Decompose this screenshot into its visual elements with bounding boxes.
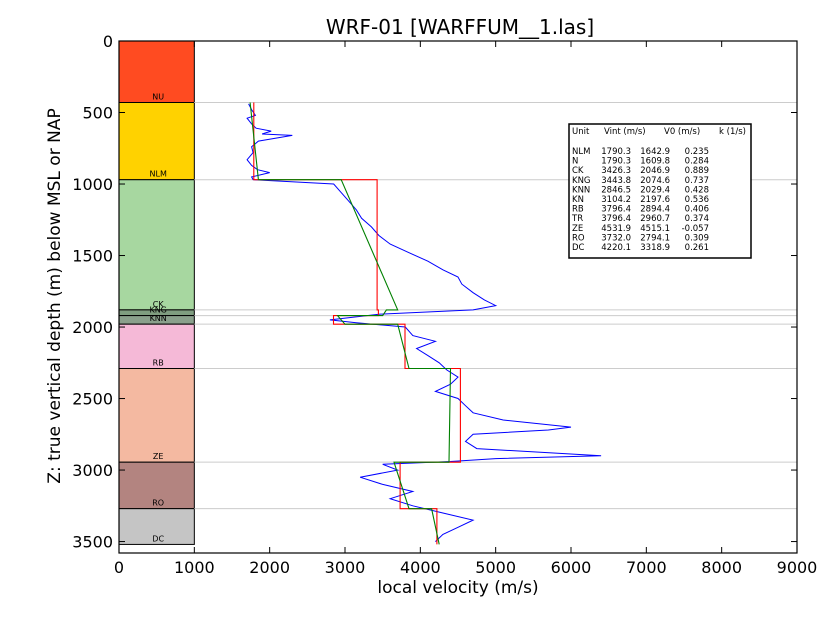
legend-cell: KN	[572, 195, 584, 205]
x-tick-label: 4000	[400, 558, 441, 577]
legend-header-cell: Unit	[572, 127, 590, 137]
x-tick-label: 9000	[777, 558, 818, 577]
x-tick-label: 5000	[475, 558, 516, 577]
legend-cell: 0.737	[685, 176, 709, 186]
legend-cell: 2046.9	[640, 166, 670, 176]
x-tick-label: 6000	[551, 558, 592, 577]
unit-label-ck: CK	[153, 300, 165, 309]
legend-cell: 2029.4	[640, 185, 670, 195]
unit-label-dc: DC	[152, 534, 164, 543]
legend-cell: 2074.6	[640, 176, 670, 186]
legend-cell: CK	[572, 166, 584, 176]
legend-cell: 0.374	[685, 214, 709, 224]
legend-cell: 3104.2	[601, 195, 631, 205]
unit-label-nu: NU	[152, 92, 164, 101]
series-line-3	[249, 102, 452, 545]
plot-frame	[118, 40, 798, 554]
x-tick-label: 2000	[249, 558, 290, 577]
x-tick-label: 8000	[701, 558, 742, 577]
legend-header-cell: k (1/s)	[719, 127, 746, 137]
legend-header-cell: V0 (m/s)	[664, 127, 700, 137]
y-tick-label: 3000	[72, 461, 113, 480]
unit-label-ze: ZE	[153, 452, 164, 461]
legend-cell: 3426.3	[601, 166, 631, 176]
legend-cell: 2846.5	[601, 185, 631, 195]
legend: Unit Vint (m/s) V0 (m/s) k (1/s) NLM 1790.3 16…	[568, 123, 752, 259]
unit-label-ro: RO	[152, 499, 164, 508]
legend-cell: KNG	[572, 176, 591, 186]
x-tick-label: 0	[114, 558, 124, 577]
x-tick-label: 1000	[174, 558, 215, 577]
legend-cell: 4515.1	[640, 224, 670, 234]
chart-title: WRF-01 [WARFFUM__1.las]	[326, 15, 594, 39]
legend-cell: 0.428	[685, 185, 709, 195]
legend-cell: DC	[572, 243, 585, 253]
legend-box	[568, 123, 752, 259]
legend-cell: -0.057	[682, 224, 709, 234]
unit-block-ro	[118, 461, 195, 510]
legend-cell: 3732.0	[601, 233, 631, 243]
legend-cell: KNN	[572, 185, 590, 195]
axis-ticks: 0 1000 2000 3000 4000 5000 6000 7000 8000 9000 0 50…	[72, 32, 817, 577]
unit-block-ze	[118, 368, 195, 463]
series-line-1	[246, 103, 602, 542]
legend-cell: RO	[572, 233, 585, 243]
legend-cell: 0.406	[685, 205, 709, 215]
legend-cell: 0.889	[685, 166, 709, 176]
legend-cell: 0.284	[685, 157, 709, 167]
legend-cell: 3796.4	[601, 214, 631, 224]
y-tick-label: 1000	[72, 175, 113, 194]
unit-label-kng: KNG	[149, 306, 166, 315]
unit-label-nlm: NLM	[150, 170, 167, 179]
legend-cell: TR	[571, 214, 583, 224]
x-axis-label: local velocity (m/s)	[377, 578, 538, 598]
legend-cell: 4220.1	[601, 243, 631, 253]
y-tick-label: 3500	[72, 533, 113, 552]
unit-label-rb: RB	[153, 359, 164, 368]
unit-label-knn: KNN	[150, 314, 167, 323]
legend-cell: 1609.8	[640, 157, 670, 167]
unit-block-ck	[118, 179, 195, 311]
legend-cell: 3443.8	[601, 176, 631, 186]
legend-cell: NLM	[572, 147, 590, 157]
unit-block-nu	[118, 40, 195, 103]
legend-cell: 3318.9	[640, 243, 670, 253]
legend-cell: 0.261	[685, 243, 709, 253]
y-axis-label: Z: true vertical depth (m) below MSL or …	[45, 108, 65, 483]
y-tick-label: 1500	[72, 247, 113, 266]
y-tick-label: 2000	[72, 318, 113, 337]
legend-cell: 2894.4	[640, 205, 670, 215]
legend-cell: 4531.9	[601, 224, 631, 234]
legend-cell: 0.309	[685, 233, 709, 243]
legend-cell: 1790.3	[601, 147, 631, 157]
legend-cell: RB	[572, 205, 584, 215]
legend-cell: N	[572, 157, 578, 167]
x-tick-label: 7000	[626, 558, 667, 577]
legend-cell: 0.536	[685, 195, 709, 205]
y-tick-label: 2500	[72, 390, 113, 409]
legend-cell: 0.235	[685, 147, 709, 157]
legend-cell: 3796.4	[601, 205, 631, 215]
unit-block-nlm	[118, 101, 195, 181]
series-line-2	[253, 102, 461, 545]
y-tick-label: 0	[103, 32, 113, 51]
legend-cell: 2197.6	[640, 195, 670, 205]
legend-header-cell: Vint (m/s)	[604, 127, 646, 137]
legend-cell: ZE	[572, 224, 583, 234]
x-tick-label: 3000	[325, 558, 366, 577]
series-layer	[246, 102, 602, 545]
y-tick-label: 500	[82, 104, 113, 123]
legend-cell: 1790.3	[601, 157, 631, 167]
legend-cell: 2794.1	[640, 233, 670, 243]
legend-cell: 1642.9	[640, 147, 670, 157]
legend-cell: 2960.7	[640, 214, 670, 224]
